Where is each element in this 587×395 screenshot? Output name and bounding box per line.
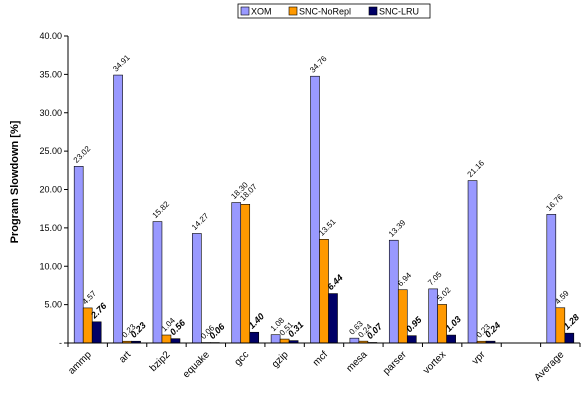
y-tick-label: 15.00 (39, 223, 62, 233)
data-label: 5.02 (435, 285, 453, 303)
bar-xom (270, 334, 281, 344)
legend-label: XOM (251, 7, 272, 17)
legend-swatch (240, 6, 250, 16)
bar-snc-lru (446, 334, 456, 344)
bar-snc-lru (406, 335, 417, 344)
y-axis: - 5.00 10.00 15.00 20.00 25.00 30.00 35.00 40.00 (39, 31, 69, 348)
data-label: 13.51 (317, 217, 338, 238)
data-label: 34.91 (111, 53, 132, 74)
bar-snc-lru (328, 293, 338, 344)
bar-xom (467, 180, 478, 344)
legend-box (237, 3, 431, 19)
x-tick-label: Average (532, 349, 566, 383)
bar-snc-norepl (397, 289, 408, 344)
y-tick-label: 20.00 (39, 185, 62, 195)
data-label: 23.02 (72, 144, 93, 165)
bar-snc-lru (91, 321, 102, 344)
y-axis-label: Program Slowdown [%] (9, 120, 21, 243)
legend-label: SNC-LRU (379, 7, 419, 17)
bar-xom (546, 214, 557, 344)
y-tick-label: 30.00 (39, 108, 62, 118)
x-tick-label: parser (381, 349, 409, 377)
data-label: 7.05 (426, 270, 444, 288)
x-tick-label: mesa (344, 349, 369, 374)
bar-xom (113, 74, 123, 344)
y-tick-label: 5.00 (44, 300, 62, 310)
legend-swatch (288, 6, 298, 16)
bar-xom (73, 166, 84, 344)
y-tick-label: - (59, 338, 62, 348)
bar-snc-lru (249, 331, 260, 344)
data-label: 34.76 (308, 54, 329, 75)
bar-snc-norepl (319, 239, 329, 344)
x-tick-label: gcc (233, 349, 252, 368)
data-label: 0.06 (207, 321, 227, 341)
legend-label: SNC-NoRepl (299, 7, 351, 17)
data-label: 14.27 (190, 211, 211, 232)
data-label: 16.76 (544, 192, 565, 213)
y-tick-label: 25.00 (39, 146, 62, 156)
y-tick-label: 10.00 (39, 261, 62, 271)
bar-xom (388, 239, 399, 344)
x-tick-label: equake (181, 349, 212, 380)
x-axis: ammp art bzip2 equake gcc gzip mcf mesa parser vo… (66, 342, 581, 383)
x-tick-label: vortex (421, 349, 448, 376)
data-label: 15.82 (151, 199, 172, 220)
x-tick-label: vpr (470, 349, 488, 367)
x-tick-label: bzip2 (148, 349, 173, 374)
legend-swatch (368, 6, 378, 16)
bar-snc-norepl (279, 338, 290, 344)
legend: XOM SNC-NoRepl SNC-LRU (237, 3, 431, 19)
bar-snc-lru (564, 332, 575, 344)
y-tick-label: 35.00 (39, 69, 62, 79)
bar-snc-norepl (161, 334, 172, 344)
bars (73, 74, 575, 344)
bar-xom (310, 75, 320, 344)
bar-xom (349, 337, 360, 344)
bar-snc-lru (170, 338, 181, 344)
y-tick-label: 40.00 (39, 31, 62, 41)
x-tick-label: gzip (270, 349, 291, 370)
bar-xom (231, 202, 242, 344)
data-label: 13.39 (387, 218, 408, 239)
x-tick-label: mcf (311, 349, 330, 368)
x-tick-label: art (117, 349, 133, 365)
data-label: 21.16 (466, 158, 487, 179)
x-tick-label: ammp (66, 349, 94, 377)
bar-xom (192, 233, 202, 344)
